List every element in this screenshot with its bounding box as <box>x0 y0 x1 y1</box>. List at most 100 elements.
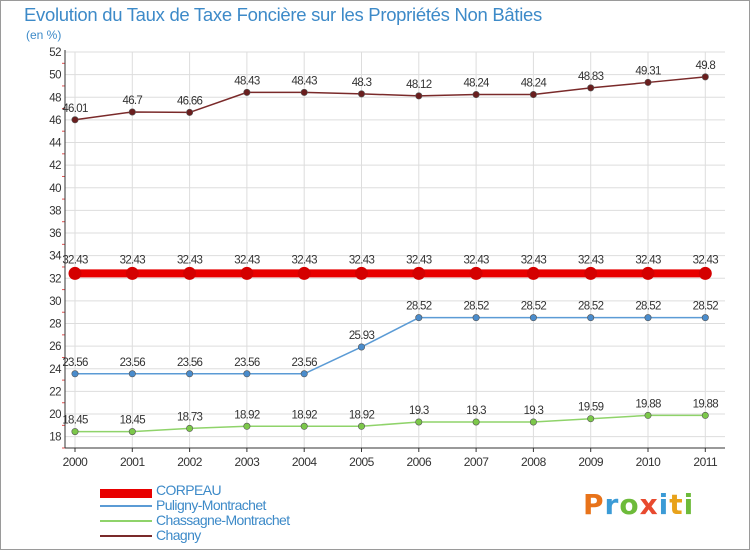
legend-label: CORPEAU <box>156 482 222 498</box>
data-label-chassagne: 19.3 <box>466 405 486 417</box>
data-point-corpeau <box>469 266 483 280</box>
data-label-chassagne: 19.88 <box>693 398 719 410</box>
data-point-chagny <box>128 108 136 116</box>
axes: 18 20 22 24 26 28 30 32 34 36 38 40 42 44 46 48 50 52 2000… <box>49 47 725 469</box>
y-tick-label: 50 <box>49 70 61 82</box>
x-tick-label: 2002 <box>177 455 203 469</box>
y-tick-label: 38 <box>49 205 61 217</box>
data-point-corpeau <box>240 266 254 280</box>
x-tick-label: 2005 <box>349 455 375 469</box>
x-tick-label: 2006 <box>406 455 432 469</box>
x-tick-label: 2009 <box>578 455 604 469</box>
data-point-chassagne <box>587 415 595 423</box>
series <box>68 73 712 436</box>
legend-swatch-chagny <box>100 535 152 537</box>
data-point-chagny <box>300 88 308 96</box>
y-tick-label: 18 <box>49 432 61 444</box>
data-label-chagny: 48.12 <box>406 79 432 91</box>
data-label-corpeau: 32.43 <box>521 254 547 266</box>
series-line-puligny <box>75 316 706 375</box>
logo-letter: i <box>658 488 670 521</box>
data-point-chagny <box>529 91 537 99</box>
y-tick-label: 28 <box>49 319 61 331</box>
logo-letter: x <box>639 488 659 521</box>
x-tick-label: 2003 <box>235 455 261 469</box>
data-label-corpeau: 32.43 <box>177 254 203 266</box>
data-point-chagny <box>644 78 652 86</box>
legend-swatch-corpeau <box>100 489 152 498</box>
x-tick-label: 2007 <box>464 455 490 469</box>
data-label-puligny: 28.52 <box>521 301 547 313</box>
data-label-puligny: 23.56 <box>120 357 146 369</box>
data-label-chagny: 48.24 <box>521 78 548 90</box>
data-label-puligny: 23.56 <box>234 357 260 369</box>
data-point-puligny <box>415 314 423 322</box>
data-label-chagny: 48.43 <box>234 75 260 87</box>
data-label-puligny: 23.56 <box>292 357 318 369</box>
y-tick-label: 48 <box>49 92 61 104</box>
data-point-puligny <box>300 370 308 378</box>
y-tick-label: 32 <box>49 273 61 285</box>
data-label-puligny: 23.56 <box>62 357 88 369</box>
x-tick-label: 2000 <box>63 455 89 469</box>
y-tick-label: 30 <box>49 296 61 308</box>
data-point-chassagne <box>357 422 365 430</box>
legend-label: Puligny-Montrachet <box>156 497 266 513</box>
data-label-chagny: 49.31 <box>635 65 661 77</box>
proxiti-logo: Proxiti <box>583 488 694 521</box>
y-tick-label: 46 <box>49 115 61 127</box>
legend-label: Chassagne-Montrachet <box>156 512 290 528</box>
data-label-corpeau: 32.43 <box>292 254 318 266</box>
data-label-puligny: 28.52 <box>693 301 719 313</box>
data-point-corpeau <box>641 266 655 280</box>
logo-letter: o <box>619 488 640 521</box>
data-label-chagny: 49.8 <box>696 60 716 72</box>
data-point-puligny <box>587 314 595 322</box>
data-label-corpeau: 32.43 <box>635 254 661 266</box>
x-tick-label: 2008 <box>521 455 547 469</box>
x-tick-label: 2001 <box>120 455 146 469</box>
logo-letter: i <box>683 488 695 521</box>
data-label-puligny: 28.52 <box>406 301 432 313</box>
data-point-chagny <box>357 90 365 98</box>
data-point-chassagne <box>186 424 194 432</box>
series-line-chagny <box>74 76 706 121</box>
data-point-corpeau <box>183 266 197 280</box>
data-label-corpeau: 32.43 <box>463 254 489 266</box>
grid <box>65 51 725 448</box>
data-point-chagny <box>587 84 595 92</box>
y-tick-label: 26 <box>49 341 61 353</box>
data-point-puligny <box>186 370 194 378</box>
data-label-chagny: 48.3 <box>352 77 372 89</box>
data-label-chagny: 46.66 <box>177 95 203 107</box>
data-point-corpeau <box>698 266 712 280</box>
x-tick-label: 2004 <box>292 455 318 469</box>
data-point-chassagne <box>300 422 308 430</box>
data-label-chassagne: 19.3 <box>524 405 544 417</box>
data-label-chagny: 46.01 <box>62 103 88 115</box>
data-point-puligny <box>71 370 79 378</box>
data-point-chagny <box>472 91 480 99</box>
legend-swatch-puligny <box>100 505 152 507</box>
y-tick-label: 36 <box>49 228 61 240</box>
data-point-puligny <box>357 343 365 351</box>
data-label-corpeau: 32.43 <box>578 254 604 266</box>
data-label-puligny: 25.93 <box>349 330 375 342</box>
logo-letter: r <box>604 488 620 521</box>
data-label-chassagne: 18.92 <box>292 409 318 421</box>
data-point-puligny <box>128 370 136 378</box>
data-label-corpeau: 32.43 <box>406 254 432 266</box>
data-label-chassagne: 18.92 <box>349 409 375 421</box>
data-label-chassagne: 19.59 <box>578 402 604 414</box>
y-tick-label: 40 <box>49 183 61 195</box>
data-point-chagny <box>186 108 194 116</box>
y-tick-label: 42 <box>49 160 61 172</box>
data-point-puligny <box>243 370 251 378</box>
data-point-corpeau <box>125 266 139 280</box>
logo-letter: t <box>669 488 684 521</box>
data-point-chassagne <box>128 428 136 436</box>
data-point-corpeau <box>412 266 426 280</box>
data-label-corpeau: 32.43 <box>62 254 88 266</box>
data-label-chassagne: 19.3 <box>409 405 429 417</box>
